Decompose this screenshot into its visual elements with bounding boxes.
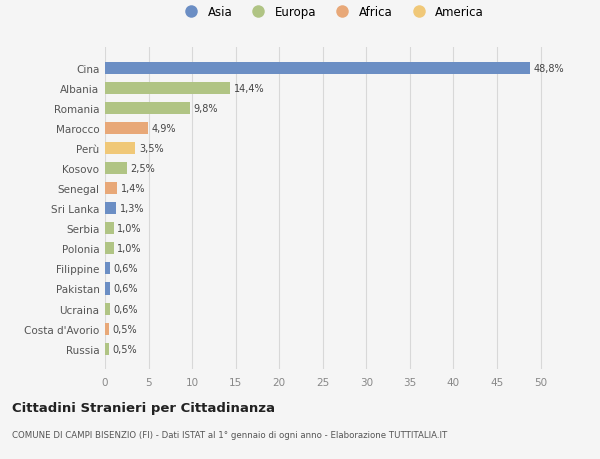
Legend: Asia, Europa, Africa, America: Asia, Europa, Africa, America — [179, 6, 484, 19]
Bar — [105, 83, 230, 95]
Text: 1,4%: 1,4% — [121, 184, 145, 194]
Bar — [105, 103, 190, 115]
Bar — [105, 163, 127, 175]
Text: 0,6%: 0,6% — [114, 304, 138, 314]
Bar — [105, 343, 109, 355]
Bar — [105, 223, 114, 235]
Bar — [105, 203, 116, 215]
Text: Cittadini Stranieri per Cittadinanza: Cittadini Stranieri per Cittadinanza — [12, 402, 275, 414]
Text: 1,3%: 1,3% — [120, 204, 145, 214]
Bar — [105, 243, 114, 255]
Text: COMUNE DI CAMPI BISENZIO (FI) - Dati ISTAT al 1° gennaio di ogni anno - Elaboraz: COMUNE DI CAMPI BISENZIO (FI) - Dati IST… — [12, 431, 447, 440]
Text: 0,5%: 0,5% — [113, 344, 137, 354]
Text: 3,5%: 3,5% — [139, 144, 164, 154]
Text: 0,6%: 0,6% — [114, 264, 138, 274]
Text: 0,5%: 0,5% — [113, 324, 137, 334]
Text: 2,5%: 2,5% — [130, 164, 155, 174]
Text: 4,9%: 4,9% — [151, 124, 176, 134]
Text: 1,0%: 1,0% — [117, 224, 142, 234]
Text: 14,4%: 14,4% — [234, 84, 265, 94]
Bar — [105, 263, 110, 275]
Text: 9,8%: 9,8% — [194, 104, 218, 114]
Bar — [105, 123, 148, 135]
Text: 48,8%: 48,8% — [533, 64, 564, 74]
Bar — [105, 143, 136, 155]
Text: 0,6%: 0,6% — [114, 284, 138, 294]
Bar — [105, 283, 110, 295]
Bar — [105, 303, 110, 315]
Bar — [105, 323, 109, 335]
Bar — [105, 63, 530, 75]
Text: 1,0%: 1,0% — [117, 244, 142, 254]
Bar — [105, 183, 117, 195]
